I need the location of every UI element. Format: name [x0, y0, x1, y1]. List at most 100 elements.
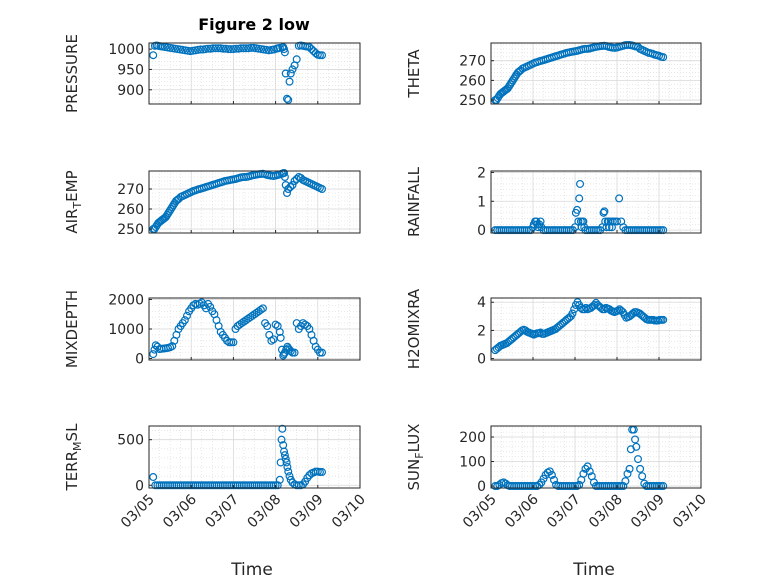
data-point [625, 464, 634, 473]
data-point [284, 185, 293, 194]
y-tick-label: 270 [459, 54, 486, 70]
data-point [280, 48, 289, 57]
data-point [224, 45, 233, 54]
y-tick-label: 200 [459, 430, 486, 446]
data-point [510, 74, 519, 83]
y-axis-label: MIXDEPTH [63, 290, 81, 368]
data-point [209, 44, 218, 53]
y-axis-label: H2OMIXRA [405, 288, 423, 369]
data-point [621, 477, 630, 486]
data-point [227, 338, 236, 347]
data-point [615, 194, 624, 203]
y-tick-label: 0 [477, 223, 486, 239]
data-point [286, 347, 295, 356]
y-axis-label: PRESSURE [63, 34, 81, 113]
data-point [307, 45, 316, 54]
axes-box [148, 42, 361, 105]
data-point [284, 467, 293, 476]
data-point [168, 203, 177, 212]
y-tick-label: 250 [117, 222, 144, 238]
data-point [236, 44, 245, 53]
data-point [536, 217, 545, 226]
y-tick-label: 260 [459, 73, 486, 89]
data-point [278, 424, 287, 433]
data-point [225, 338, 234, 347]
data-point [273, 481, 282, 490]
figure-title: Figure 2 low [198, 15, 310, 34]
data-point [284, 95, 293, 104]
y-tick-label: 1000 [108, 322, 144, 338]
data-point [290, 177, 299, 186]
axes-box [490, 297, 702, 361]
axes-box [490, 42, 702, 105]
y-tick-label: 2 [477, 323, 486, 339]
data-point [547, 471, 556, 480]
y-tick-label: 0 [135, 352, 144, 368]
data-point [590, 301, 599, 310]
data-point [169, 201, 178, 210]
x-axis-label-right: Time [572, 560, 615, 580]
data-point [271, 481, 280, 490]
data-point [601, 217, 610, 226]
data-point [281, 454, 290, 463]
data-point [623, 469, 632, 478]
data-point [281, 69, 290, 78]
data-point [182, 311, 191, 320]
data-point [165, 207, 174, 216]
data-point [280, 451, 289, 460]
data-point [286, 183, 295, 192]
data-point [549, 475, 558, 484]
data-point [613, 306, 622, 315]
data-point [280, 173, 289, 182]
y-tick-label: 2000 [108, 292, 144, 308]
data-point [163, 211, 172, 220]
data-point [166, 205, 175, 214]
y-tick-label: 0 [135, 478, 144, 494]
data-point [201, 304, 210, 313]
data-point [226, 45, 235, 54]
data-point [636, 464, 645, 473]
data-point [288, 181, 297, 190]
y-tick-label: 500 [117, 433, 144, 449]
data-point [575, 194, 584, 203]
data-point [568, 309, 577, 318]
data-point [315, 51, 324, 60]
y-axis-label: AIRTEMP [63, 170, 84, 233]
data-point [585, 467, 594, 476]
subplot-pressure: 900 950 1000 PRESSURE [63, 34, 361, 113]
data-point [288, 65, 297, 74]
data-point [271, 320, 280, 329]
data-point [280, 169, 289, 178]
data-point [172, 197, 181, 206]
data-point [507, 78, 516, 87]
data-point [511, 72, 520, 81]
data-point [277, 435, 286, 444]
y-tick-label: 270 [117, 182, 144, 198]
data-point [280, 447, 289, 456]
data-point [231, 44, 240, 53]
data-point [151, 223, 160, 232]
data-point [168, 342, 177, 351]
data-point [632, 442, 641, 451]
data-point [275, 327, 284, 336]
data-point [292, 55, 301, 64]
data-point [659, 482, 668, 491]
data-point [579, 217, 588, 226]
data-point [282, 458, 291, 467]
data-point [600, 207, 609, 216]
y-axis-label: RAINFALL [405, 166, 423, 237]
data-point [619, 482, 628, 491]
data-point [276, 458, 285, 467]
data-point [285, 77, 294, 86]
y-tick-label: 900 [117, 83, 144, 99]
data-point [294, 481, 303, 490]
axes-box [148, 425, 361, 489]
data-point [206, 302, 215, 311]
data-point [263, 322, 272, 331]
data-point [211, 44, 220, 53]
subplot-theta: 250 260 270 THETA [405, 40, 702, 109]
y-tick-label: 4 [477, 295, 486, 311]
data-point [196, 45, 205, 54]
data-point [161, 213, 170, 222]
